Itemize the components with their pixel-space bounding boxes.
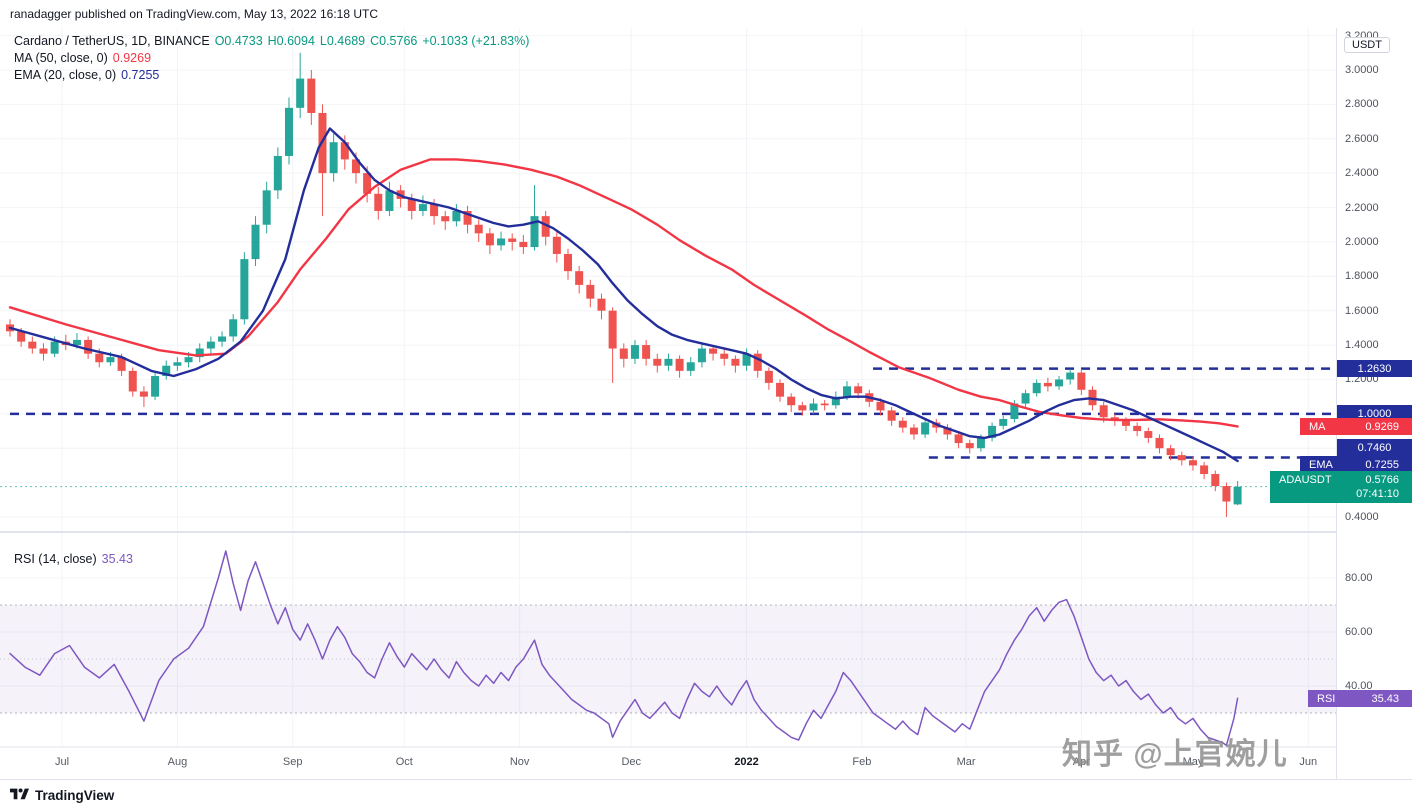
rsi-badge-value: 35.43 (1371, 692, 1399, 705)
candles-layer (6, 52, 1242, 517)
ema-legend-name: EMA (20, close, 0) (14, 68, 117, 82)
axis-tick: 2.0000 (1345, 235, 1379, 248)
symbol-title[interactable]: Cardano / TetherUS, 1D, BINANCE (14, 34, 210, 48)
main-legend: Cardano / TetherUS, 1D, BINANCE O0.4733 … (14, 33, 529, 84)
axis-tick: 60.00 (1345, 626, 1373, 638)
price-axis[interactable]: USDT 3.2000 3.0000 2.8000 2.6000 2.4000 2.200… (1336, 28, 1412, 780)
ema-badge-value: 0.7255 (1365, 458, 1399, 471)
ma-badge-value: 0.9269 (1365, 420, 1399, 433)
axis-tick: 2.6000 (1345, 132, 1379, 145)
rsi-pane-legend[interactable]: RSI (14, close) 35.43 (14, 551, 133, 568)
time-axis-label: Mar (957, 756, 976, 768)
time-axis-label: Sep (283, 756, 303, 768)
time-axis-labels[interactable]: Jul Aug Sep Oct Nov Dec 2022 Feb Mar Apr May Jun (55, 756, 1317, 768)
axis-tick: 2.8000 (1345, 98, 1379, 111)
axis-tick: 2.2000 (1345, 201, 1379, 214)
axis-tick: 3.0000 (1345, 64, 1379, 76)
ma-legend[interactable]: MA (50, close, 0) 0.9269 (14, 50, 529, 66)
tradingview-logo-icon (10, 788, 29, 800)
time-axis-label: May (1183, 756, 1204, 768)
rsi-badge-label: RSI (1317, 692, 1336, 705)
low-value: L0.4689 (319, 34, 366, 48)
rsi-value-badge: RSI 35.43 (1308, 690, 1412, 707)
close-value: C0.5766 (370, 34, 418, 48)
rsi-legend-name: RSI (14, close) (14, 552, 97, 566)
level-badge-1-2630: 1.2630 (1337, 360, 1412, 377)
rsi-legend-value: 35.43 (101, 552, 133, 566)
axis-tick: 2.4000 (1345, 167, 1379, 180)
open-value: O0.4733 (214, 34, 263, 48)
axis-tick: 1.4000 (1345, 339, 1379, 352)
ema-legend-value: 0.7255 (121, 68, 160, 82)
attribution-text: ranadagger published on TradingView.com,… (10, 7, 379, 21)
axis-tick: 1.6000 (1345, 304, 1379, 317)
time-axis-label: Apr (1073, 756, 1090, 768)
ma-legend-name: MA (50, close, 0) (14, 51, 108, 65)
axis-tick: 40.00 (1345, 680, 1373, 692)
ma-badge-label: MA (1309, 420, 1326, 433)
last-price-badge: ADAUSDT 0.5766 07:41:10 (1270, 471, 1412, 503)
currency-button[interactable]: USDT (1344, 37, 1390, 53)
last-price-value: 0.5766 (1365, 474, 1399, 486)
level-badge-0-7460: 0.7460 (1337, 439, 1412, 456)
ema-price-badge: EMA 0.7255 (1300, 456, 1412, 473)
time-axis-label: Nov (510, 756, 530, 768)
axis-tick: 0.4000 (1345, 510, 1379, 523)
time-axis-label: Aug (168, 756, 188, 768)
change-value: +0.1033 (+21.83%) (422, 34, 530, 48)
time-axis-label: Oct (396, 756, 413, 768)
tradingview-logo-text: TradingView (35, 787, 115, 803)
ma50-line (8, 158, 1239, 428)
tradingview-logo[interactable]: TradingView (10, 787, 114, 803)
time-axis-label: Jul (55, 756, 69, 768)
bottom-bar: TradingView (0, 779, 1412, 810)
time-axis-label: Jun (1299, 756, 1317, 768)
ema20-line (8, 127, 1239, 463)
chart-svg: Jul Aug Sep Oct Nov Dec 2022 Feb Mar Apr May Jun (0, 28, 1336, 768)
ma-legend-value: 0.9269 (112, 51, 152, 65)
time-axis-label: Feb (852, 756, 871, 768)
last-price-symbol: ADAUSDT (1279, 474, 1332, 486)
zhihu-watermark: 知乎 @上官婉儿 (1062, 738, 1288, 771)
ema-badge-label: EMA (1309, 458, 1333, 471)
time-axis-label: Dec (621, 756, 641, 768)
rsi-band (0, 605, 1336, 713)
ma-price-badge: MA 0.9269 (1300, 418, 1412, 435)
high-value: H0.6094 (267, 34, 315, 48)
symbol-legend[interactable]: Cardano / TetherUS, 1D, BINANCE O0.4733 … (14, 33, 529, 49)
axis-tick: 80.00 (1345, 572, 1373, 584)
bar-countdown: 07:41:10 (1356, 488, 1399, 500)
axis-tick: 1.8000 (1345, 270, 1379, 283)
ema-legend[interactable]: EMA (20, close, 0) 0.7255 (14, 67, 529, 83)
time-axis-label: 2022 (734, 756, 758, 768)
chart-canvas[interactable]: Jul Aug Sep Oct Nov Dec 2022 Feb Mar Apr May Jun (0, 28, 1336, 780)
attribution-bar: ranadagger published on TradingView.com,… (0, 0, 1412, 28)
rsi-line (9, 550, 1239, 747)
level-badge-1-0000: 1.0000 (1337, 405, 1412, 422)
